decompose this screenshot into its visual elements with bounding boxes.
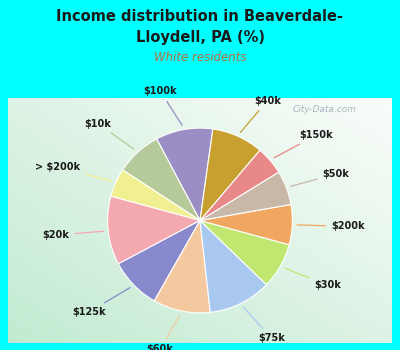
Text: $125k: $125k [72,288,130,317]
Text: $75k: $75k [244,307,285,343]
Text: $60k: $60k [147,315,180,350]
Text: $50k: $50k [291,169,350,186]
Text: $200k: $200k [297,222,365,231]
Wedge shape [118,220,200,301]
Text: $20k: $20k [43,230,104,240]
Wedge shape [200,220,266,312]
Wedge shape [200,204,292,245]
Wedge shape [157,128,213,220]
Wedge shape [154,220,210,313]
Text: White residents: White residents [154,51,246,64]
Wedge shape [123,139,200,220]
Wedge shape [200,129,260,220]
Text: $40k: $40k [240,96,281,132]
Text: Lloydell, PA (%): Lloydell, PA (%) [136,30,264,45]
Text: $100k: $100k [144,86,182,125]
Wedge shape [108,196,200,264]
Wedge shape [200,172,291,220]
Wedge shape [111,170,200,220]
Wedge shape [200,220,289,285]
Text: $150k: $150k [274,130,333,158]
Text: Income distribution in Beaverdale-: Income distribution in Beaverdale- [56,9,344,24]
Text: $30k: $30k [284,268,341,290]
Text: $10k: $10k [85,119,134,149]
Text: > $200k: > $200k [35,162,111,181]
Wedge shape [200,150,279,220]
Text: City-Data.com: City-Data.com [292,105,356,114]
